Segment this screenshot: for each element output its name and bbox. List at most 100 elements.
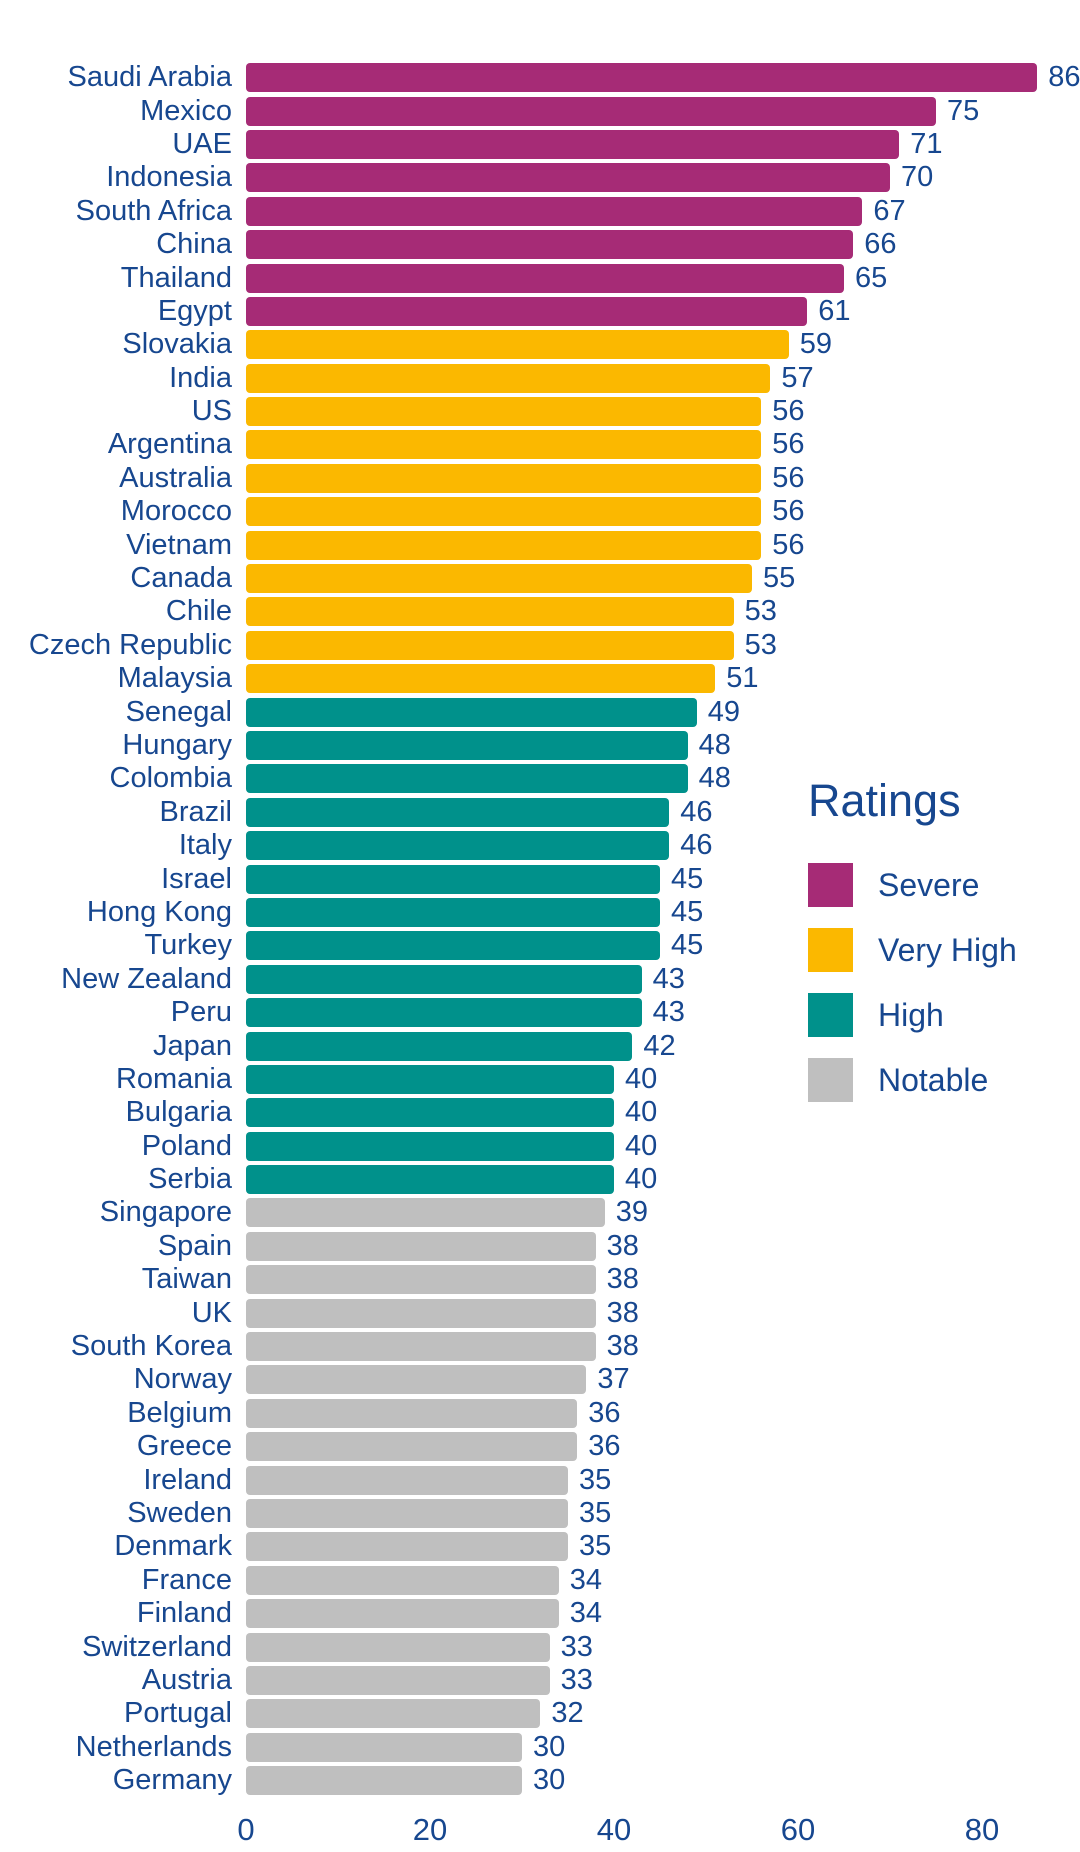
country-label: Saudi Arabia (67, 61, 232, 94)
bar-row: UK 38 (0, 1296, 1080, 1329)
value-label: 43 (652, 962, 685, 995)
bar-row: Indonesia 70 (0, 161, 1080, 194)
bar-row: Saudi Arabia 86 (0, 61, 1080, 94)
legend: Ratings Severe Very High High Notable (808, 778, 1080, 1123)
value-label: 48 (698, 762, 731, 795)
legend-label-severe: Severe (878, 866, 980, 903)
value-label: 35 (579, 1530, 612, 1563)
bar-row: Taiwan 38 (0, 1263, 1080, 1296)
bar (246, 931, 660, 961)
country-label: UAE (172, 127, 232, 160)
bar-row: Serbia 40 (0, 1163, 1080, 1196)
bar-area: 38 (246, 1330, 1080, 1362)
bar-area: 56 (246, 495, 1080, 527)
bar (246, 63, 1038, 93)
country-label: Ireland (143, 1463, 232, 1496)
bar-row: Poland 40 (0, 1130, 1080, 1163)
bar (246, 864, 660, 894)
bar-row: Italy 46 (0, 829, 1080, 862)
country-label: Czech Republic (28, 628, 232, 661)
country-label: Bulgaria (125, 1096, 232, 1129)
bar-area: 65 (246, 262, 1080, 294)
bar (246, 1298, 596, 1328)
value-label: 35 (579, 1496, 612, 1529)
legend-label-high: High (878, 996, 944, 1033)
country-label: Turkey (144, 929, 232, 962)
bar-area: 48 (246, 729, 1080, 761)
bar (246, 1365, 587, 1395)
bar-row: Mexico 75 (0, 94, 1080, 127)
value-label: 34 (569, 1597, 603, 1630)
value-label: 34 (569, 1563, 603, 1596)
bar (246, 597, 734, 627)
bar-area: 35 (246, 1530, 1080, 1563)
bar (246, 1532, 568, 1562)
bar-area: 51 (246, 662, 1080, 694)
legend-swatch-very-high (808, 928, 853, 972)
bar (246, 1599, 559, 1629)
bar (246, 129, 900, 159)
country-label: Denmark (114, 1530, 232, 1563)
value-label: 40 (625, 1062, 658, 1095)
value-label: 55 (763, 562, 796, 595)
bar (246, 764, 688, 794)
legend-swatch-high (808, 993, 853, 1037)
bar-row: Hungary 48 (0, 729, 1080, 762)
value-label: 36 (588, 1396, 621, 1429)
bar (246, 263, 844, 293)
bar (246, 1565, 559, 1595)
bar (246, 1465, 568, 1495)
bar (246, 296, 808, 326)
value-label: 53 (744, 595, 777, 628)
value-label: 86 (1048, 61, 1080, 94)
bar (246, 530, 762, 560)
bar (246, 330, 789, 360)
bar-row: Hong Kong 45 (0, 896, 1080, 929)
value-label: 40 (625, 1096, 658, 1129)
bar-area: 34 (246, 1597, 1080, 1630)
country-label: Austria (141, 1663, 232, 1696)
country-label: Peru (170, 996, 232, 1029)
bar (246, 1198, 605, 1228)
value-label: 45 (671, 895, 704, 928)
country-label: Spain (157, 1229, 232, 1262)
country-label: Canada (130, 562, 232, 595)
bar-area: 46 (246, 796, 1080, 828)
bar (246, 831, 670, 861)
country-label: Finland (136, 1597, 232, 1630)
bar (246, 1732, 522, 1762)
country-label: Morocco (120, 495, 232, 528)
bar-area: 40 (246, 1130, 1080, 1162)
value-label: 33 (560, 1663, 593, 1696)
country-label: China (156, 228, 232, 261)
bar-row: Colombia 48 (0, 762, 1080, 795)
bar (246, 1131, 614, 1161)
bar (246, 1265, 596, 1295)
bar-area: 35 (246, 1496, 1080, 1529)
country-label: Indonesia (106, 161, 232, 194)
bar (246, 697, 697, 727)
bar (246, 998, 642, 1028)
value-label: 35 (579, 1463, 612, 1496)
bar (246, 731, 688, 760)
x-axis-tick: 40 (596, 1812, 632, 1847)
country-label: Vietnam (126, 528, 232, 561)
value-label: 56 (772, 461, 805, 494)
bar-area: 55 (246, 562, 1080, 595)
bar-area: 53 (246, 629, 1080, 661)
bar-row: Canada 55 (0, 562, 1080, 595)
bar (246, 1398, 578, 1428)
bar-row: Belgium 36 (0, 1397, 1080, 1430)
bar-area: 38 (246, 1263, 1080, 1296)
bar (246, 1332, 596, 1362)
bar-row: US 56 (0, 395, 1080, 428)
bar-area: 67 (246, 195, 1080, 227)
bar-row: Australia 56 (0, 462, 1080, 495)
bar-row: Argentina 56 (0, 428, 1080, 461)
bar-area: 30 (246, 1764, 1080, 1796)
country-label: Greece (136, 1430, 232, 1463)
value-label: 38 (606, 1263, 639, 1296)
legend-label-notable: Notable (878, 1061, 989, 1098)
country-label: Chile (165, 595, 232, 628)
value-label: 38 (606, 1229, 639, 1262)
